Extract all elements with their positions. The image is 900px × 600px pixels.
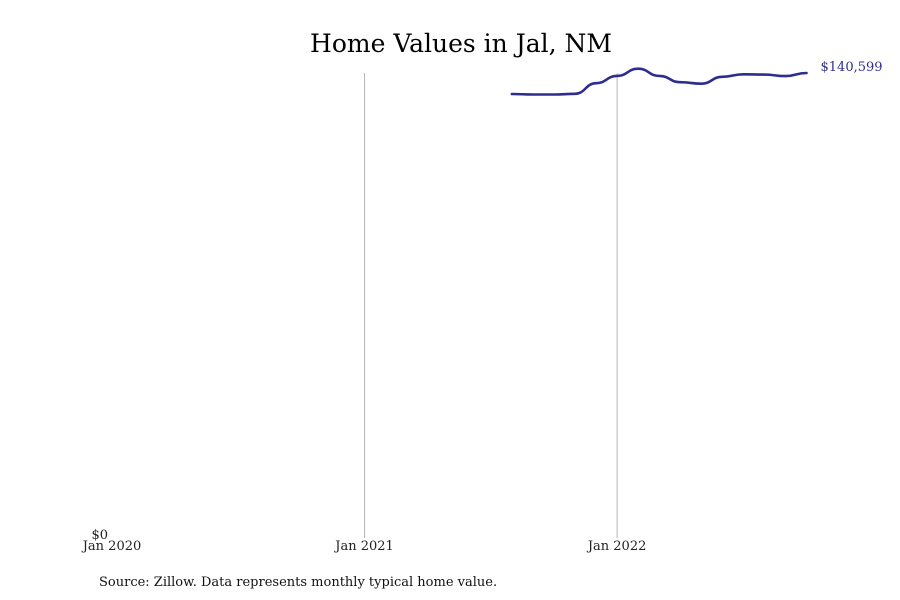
y-axis-ticks: $0 <box>91 528 108 543</box>
x-tick-label: Jan 2021 <box>333 539 394 554</box>
source-note: Source: Zillow. Data represents monthly … <box>99 575 497 590</box>
x-tick-label: Jan 2020 <box>81 539 142 554</box>
x-axis-ticks: Jan 2020 Jan 2021 Jan 2022 <box>81 539 647 554</box>
chart-title: Home Values in Jal, NM <box>310 29 612 58</box>
x-tick-label: Jan 2022 <box>586 539 647 554</box>
home-value-line <box>510 67 808 96</box>
y-tick-label: $0 <box>91 528 108 543</box>
plot-area: $140,599 <box>510 60 883 96</box>
gridlines <box>364 73 618 538</box>
end-value-label: $140,599 <box>821 60 883 75</box>
